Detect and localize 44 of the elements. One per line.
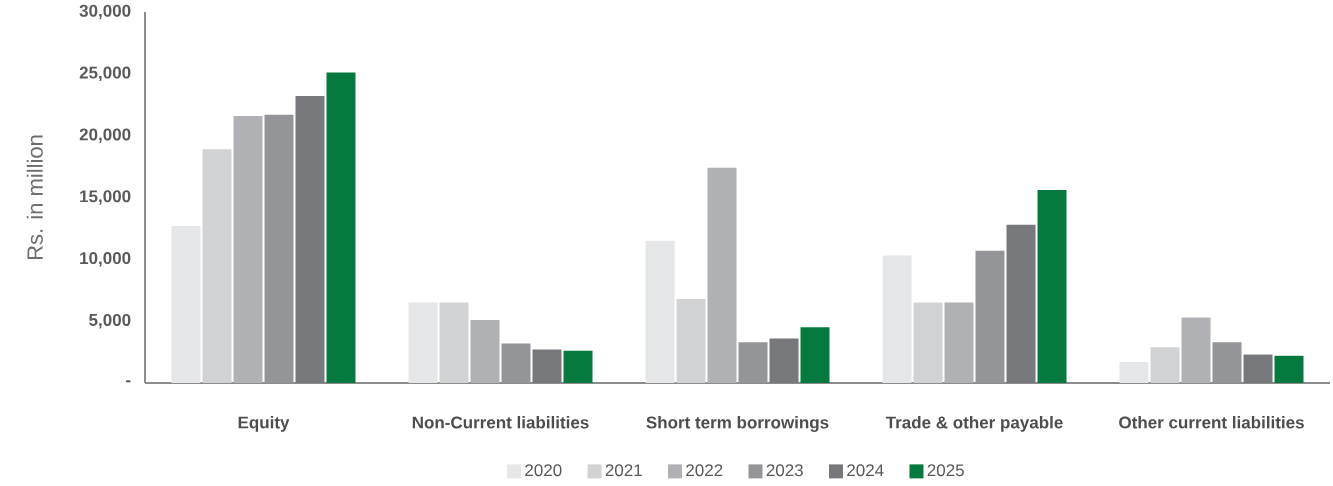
y-tick-label: 15,000	[80, 190, 131, 205]
x-tick-label: Equity	[238, 416, 290, 432]
bar	[171, 225, 201, 383]
bar	[295, 96, 325, 383]
legend-label: 2020	[525, 464, 562, 477]
bar	[882, 255, 912, 383]
bar	[439, 302, 469, 383]
bar	[944, 302, 974, 383]
bar	[202, 149, 232, 383]
x-tick-label: Trade & other payable	[885, 416, 1063, 432]
bar	[1181, 317, 1211, 383]
x-tick-label: Short term borrowings	[646, 416, 829, 432]
y-axis-title: Rs. in million	[26, 135, 43, 260]
bar	[1274, 355, 1304, 383]
bar	[800, 327, 830, 383]
x-tick-label: Other current liabilities	[1119, 416, 1304, 429]
legend-label: 2023	[766, 464, 803, 477]
bar	[1006, 224, 1036, 383]
y-tick-label: -	[126, 380, 131, 383]
bar	[1119, 361, 1149, 383]
y-tick-label: 30,000	[79, 4, 131, 20]
y-tick-label: 10,000	[80, 252, 131, 267]
legend-label: 2025	[927, 464, 964, 477]
bar	[470, 319, 500, 383]
bar	[563, 350, 593, 383]
y-tick-label: 25,000	[79, 66, 131, 82]
bar	[1037, 190, 1067, 383]
bar	[913, 302, 943, 383]
bar	[326, 72, 356, 383]
bar	[233, 115, 263, 383]
legend-label: 2022	[686, 464, 723, 477]
x-tick-label: Non-Current liabilities	[412, 416, 589, 429]
y-tick-label: 20,000	[79, 128, 131, 143]
legend-label: 2024	[847, 464, 884, 477]
y-tick-label: 5,000	[89, 313, 131, 329]
legend-label: 2021	[605, 464, 642, 477]
bar	[645, 240, 675, 383]
bar	[769, 338, 799, 383]
bar	[676, 298, 706, 383]
bar	[1243, 354, 1273, 383]
bar	[1150, 347, 1180, 383]
bar	[532, 349, 562, 383]
bar	[408, 302, 438, 383]
bar	[707, 167, 737, 383]
